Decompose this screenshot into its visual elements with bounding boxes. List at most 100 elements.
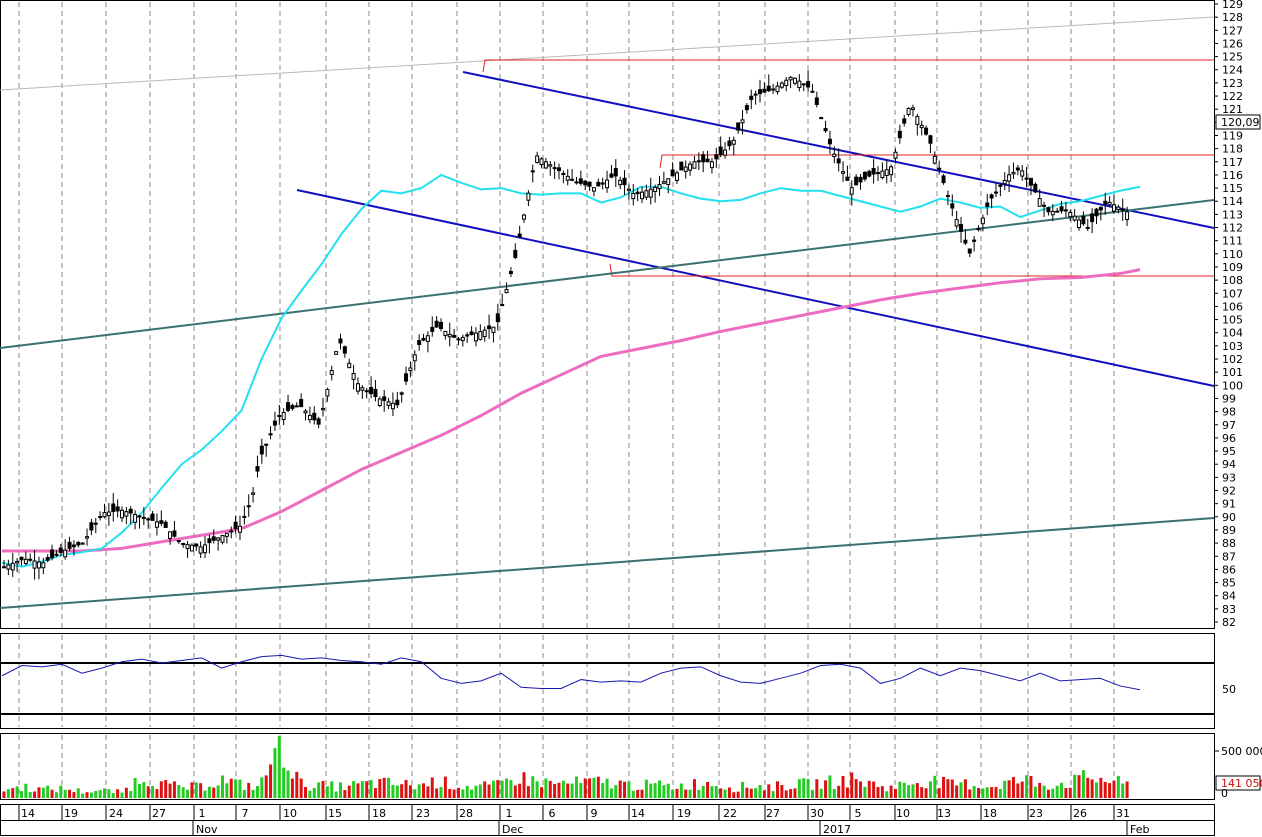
price-bar (1098, 206, 1103, 221)
date-tick-label: 10 (896, 807, 910, 820)
price-bar (1063, 201, 1068, 218)
price-bar (41, 557, 46, 575)
price-tick-label: 113 (1222, 208, 1243, 221)
price-bar (648, 177, 653, 205)
volume-bar (24, 783, 28, 798)
price-bar (858, 174, 863, 190)
price-bar (272, 411, 277, 431)
date-tick-label: 18 (983, 807, 997, 820)
price-bar (915, 113, 920, 136)
volume-bar (317, 782, 321, 798)
volume-bar (470, 789, 474, 798)
volume-bar (456, 787, 460, 798)
volume-bar (636, 789, 640, 798)
price-bar (937, 160, 942, 175)
price-tick-label: 82 (1222, 616, 1236, 629)
price-bar (635, 188, 640, 202)
volume-bar (998, 788, 1002, 798)
price-tick-label: 106 (1222, 300, 1243, 313)
volume-bar (902, 782, 906, 798)
price-bar (189, 543, 194, 552)
volume-bar (679, 783, 683, 798)
slow-moving-average-line (2, 268, 1141, 553)
price-bar (246, 494, 251, 517)
support-trendline-upper (0, 199, 1215, 349)
volume-bar (671, 789, 675, 798)
volume-bar (129, 791, 133, 798)
price-bar (932, 151, 937, 165)
rsi-axis-label: 50 (1222, 683, 1236, 696)
volume-bar (356, 783, 360, 798)
price-bar (513, 243, 518, 260)
volume-bar (404, 779, 408, 798)
volume-bar (850, 772, 854, 798)
price-bar (312, 406, 317, 425)
date-tick-label: 22 (723, 807, 737, 820)
volume-bar (290, 778, 294, 798)
date-tick-label: 5 (855, 807, 862, 820)
volume-bar (483, 781, 487, 798)
volume-bar (181, 787, 185, 798)
price-bar (45, 554, 50, 563)
price-panel[interactable] (0, 0, 1215, 629)
price-bar (203, 535, 208, 559)
price-bar (229, 526, 234, 539)
price-bar (897, 124, 902, 144)
volume-bar (478, 784, 482, 798)
volume-bar (688, 789, 692, 798)
price-bar (404, 366, 409, 386)
price-tick-label: 105 (1222, 314, 1243, 327)
price-tick-label: 122 (1222, 90, 1243, 103)
volume-bar (255, 786, 259, 798)
price-tick-label: 126 (1222, 37, 1243, 50)
volume-bar (946, 779, 950, 798)
price-tick-label: 85 (1222, 577, 1236, 590)
price-bar (880, 162, 885, 180)
volume-bar (592, 777, 596, 798)
price-bar (382, 389, 387, 412)
price-bar (784, 76, 789, 92)
volume-bar (286, 770, 290, 798)
month-label: Dec (502, 823, 523, 836)
price-bar (307, 406, 312, 424)
price-bar (146, 517, 151, 529)
volume-bar (11, 788, 15, 798)
volume-bar (304, 786, 308, 798)
resistance-line-117 (659, 154, 1214, 169)
price-tick-label: 99 (1222, 392, 1236, 405)
volume-bar (212, 787, 216, 798)
volume-bar (172, 781, 176, 798)
volume-bar (609, 788, 613, 798)
volume-bar (1073, 774, 1077, 798)
price-bar (168, 531, 173, 545)
volume-panel[interactable] (0, 733, 1215, 800)
volume-bar (439, 787, 443, 798)
volume-bar (963, 779, 967, 798)
price-bar (570, 169, 575, 182)
price-bar (714, 147, 719, 168)
price-bar (264, 443, 269, 457)
price-bar (631, 184, 636, 206)
month-label: 2017 (823, 823, 851, 836)
date-tick-label: 10 (283, 807, 297, 820)
price-bar (128, 506, 133, 525)
volume-bar (133, 778, 137, 798)
volume-bar (859, 781, 863, 798)
volume-bar (46, 785, 50, 798)
price-bar (316, 416, 321, 429)
price-bar (989, 193, 994, 209)
price-bar (277, 404, 282, 425)
price-bar (797, 74, 802, 92)
rsi-panel[interactable] (0, 633, 1215, 729)
volume-bar (701, 785, 705, 798)
volume-bar (1081, 770, 1085, 798)
price-bar (32, 549, 37, 580)
price-bar (1046, 206, 1051, 216)
price-bar (919, 120, 924, 136)
volume-bar (448, 788, 452, 798)
volume-bar (1007, 780, 1011, 798)
date-tick-label: 13 (937, 807, 951, 820)
price-bar (653, 184, 658, 203)
price-bar (67, 536, 72, 552)
date-tick-label: 24 (109, 807, 123, 820)
